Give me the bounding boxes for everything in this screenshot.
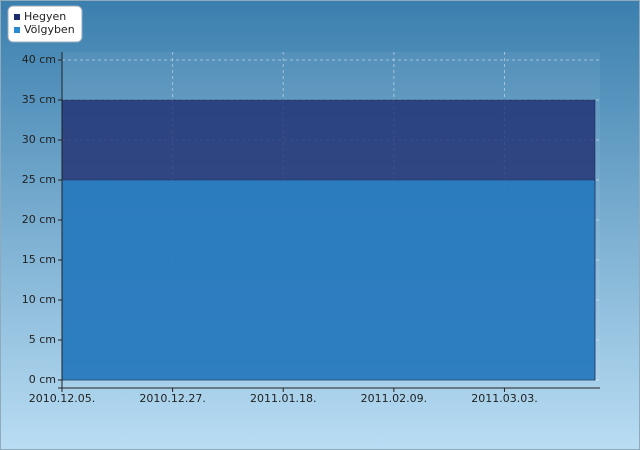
legend-box bbox=[7, 5, 83, 43]
y-tick-label: 40 cm bbox=[22, 53, 56, 66]
x-tick-label: 2010.12.27. bbox=[139, 392, 205, 405]
x-tick-label: 2010.12.05. bbox=[29, 392, 95, 405]
x-tick-label: 2011.03.03. bbox=[471, 392, 537, 405]
plot-area: 0 cm 5 cm 10 cm 15 cm 20 cm 25 cm 30 cm 35 cm 40… bbox=[22, 52, 600, 405]
y-tick-label: 0 cm bbox=[29, 373, 56, 386]
legend-swatch bbox=[14, 14, 20, 20]
y-tick-label: 10 cm bbox=[22, 293, 56, 306]
y-tick-label: 5 cm bbox=[29, 333, 56, 346]
y-tick-label: 35 cm bbox=[22, 93, 56, 106]
legend-swatch bbox=[14, 27, 20, 33]
x-tick-label: 2011.01.18. bbox=[250, 392, 316, 405]
area bbox=[61, 179, 596, 381]
legend-label: Hegyen bbox=[24, 10, 66, 23]
x-tick-label: 2011.02.09. bbox=[361, 392, 427, 405]
y-tick-label: 15 cm bbox=[22, 253, 56, 266]
y-tick-label: 25 cm bbox=[22, 173, 56, 186]
y-tick-label: 30 cm bbox=[22, 133, 56, 146]
legend-label: Völgyben bbox=[24, 23, 75, 36]
y-tick-label: 20 cm bbox=[22, 213, 56, 226]
